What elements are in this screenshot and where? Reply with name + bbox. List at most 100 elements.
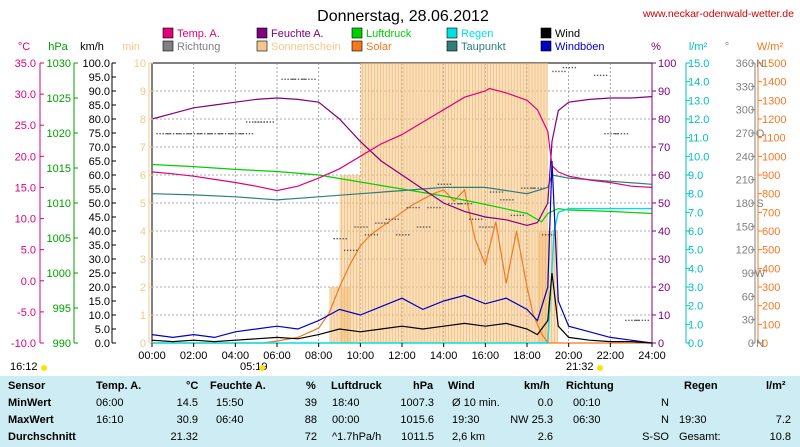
sun-marker — [259, 365, 265, 371]
direction-point — [531, 187, 533, 189]
y-axis-tick-label: 20.0 — [15, 151, 36, 163]
direction-point — [492, 191, 495, 193]
direction-point — [343, 249, 346, 252]
y-axis-tick-label: 55.0 — [89, 184, 110, 196]
direction-point — [533, 187, 535, 189]
y-axis-tick-label: 9 — [140, 86, 146, 98]
direction-point — [373, 234, 376, 236]
direction-point — [252, 121, 254, 123]
summary-cell: 00:00 — [332, 414, 360, 426]
axis-unit-label: ° — [725, 41, 729, 53]
y-axis-tick-label: 2.0 — [688, 301, 703, 313]
direction-point — [637, 319, 639, 322]
y-axis-tick-label: 60.0 — [89, 170, 110, 182]
y-axis-tick-label: 150 — [736, 221, 754, 233]
direction-point — [467, 203, 469, 205]
y-axis-tick-label: 1030 — [47, 58, 71, 70]
direction-point — [647, 319, 649, 322]
direction-point — [464, 203, 466, 205]
y-axis-tick-label: 0.0 — [95, 338, 110, 350]
sunshine-bar — [422, 63, 444, 343]
axis-unit-label: W/m² — [757, 41, 784, 53]
direction-point — [336, 238, 338, 240]
direction-point — [540, 187, 542, 189]
direction-point — [210, 133, 212, 135]
legend-label: Richtung — [177, 41, 220, 53]
direction-point — [269, 121, 271, 123]
x-axis-ticks: 00:00 02:00 04:00 06:00 08:00 10:00 12:00 14:00… — [138, 343, 666, 362]
y-axis-tick-label: 90 — [658, 86, 670, 98]
legend-swatch — [162, 40, 174, 52]
direction-point — [510, 214, 512, 217]
direction-point — [474, 218, 477, 220]
direction-point — [189, 133, 191, 135]
direction-point — [207, 133, 209, 135]
y-axis-tick-label: 80.0 — [89, 114, 110, 126]
direction-point — [485, 226, 487, 228]
y-axis-tick-label: 1.0 — [688, 319, 703, 331]
summary-cell: 72 — [304, 431, 317, 443]
direction-point — [616, 133, 618, 135]
direction-point — [457, 203, 459, 205]
summary-cell: NW 25.3 — [510, 414, 553, 426]
y-axis-tick-label: 3 — [140, 254, 146, 266]
summary-row-label: MaxWert — [8, 414, 54, 426]
y-axis-tick-label: 45.0 — [89, 212, 110, 224]
direction-point — [193, 133, 196, 135]
legend-label: Regen — [461, 28, 493, 40]
summary-header-cell: km/h — [524, 380, 550, 392]
direction-point — [376, 234, 379, 236]
direction-point — [266, 121, 268, 123]
site-url[interactable]: www.neckar-odenwald-wetter.de — [642, 8, 794, 20]
summary-table: Sensor Temp. A. °C Feuchte A.% Luftdruck hPa W… — [0, 376, 800, 447]
y-axis-tick-label: 15.0 — [89, 296, 110, 308]
x-axis-tick-label: 24:00 — [638, 350, 666, 362]
direction-point — [214, 133, 216, 135]
direction-point — [391, 218, 393, 220]
legend-label: Solar — [366, 41, 392, 53]
direction-point — [314, 78, 316, 80]
direction-point — [199, 133, 202, 135]
y-axis-tick-label: 600 — [762, 226, 780, 238]
y-axis-tick-label: 0 — [762, 338, 768, 350]
direction-point — [628, 319, 630, 322]
y-axis-tick-label: 60 — [658, 170, 670, 182]
direction-point — [568, 66, 571, 69]
sunshine-bars — [329, 63, 559, 343]
direction-point — [593, 74, 596, 77]
direction-point — [387, 222, 389, 224]
direction-point — [503, 199, 505, 201]
direction-point — [489, 191, 492, 193]
direction-point — [366, 226, 368, 228]
direction-point — [272, 121, 274, 123]
y-axis-tick-label: 1015 — [47, 163, 71, 175]
direction-point — [354, 226, 356, 228]
legend-swatch — [540, 27, 552, 39]
direction-point — [519, 214, 521, 217]
summary-cell: 30.9 — [176, 414, 198, 426]
direction-point — [294, 78, 297, 80]
direction-point — [352, 249, 355, 252]
direction-point — [427, 206, 429, 209]
y-axis-tick-label: 5.0 — [95, 324, 110, 336]
legend-label: Wind — [555, 28, 580, 40]
direction-point — [166, 133, 169, 135]
y-axis-tick-label: 8.0 — [688, 189, 703, 201]
direction-point — [290, 78, 292, 80]
y-axis-tick-label: 500 — [762, 245, 780, 257]
summary-header-cell: Regen — [684, 380, 718, 392]
direction-point — [537, 187, 539, 189]
direction-point — [357, 226, 359, 228]
direction-point — [547, 234, 550, 236]
summary-cell: 06:00 — [96, 397, 124, 409]
direction-point — [522, 214, 524, 217]
y-axis-tick-label: 12.0 — [688, 114, 709, 126]
summary-header-cell: °C — [186, 380, 199, 392]
y-axis-tick-label: 360 — [736, 58, 754, 70]
direction-point — [224, 133, 227, 135]
y-axis-tick-label: 1010 — [47, 198, 71, 210]
x-axis-tick-label: 04:00 — [222, 350, 250, 362]
direction-point — [196, 133, 199, 135]
x-axis-tick-label: 08:00 — [305, 350, 333, 362]
direction-point — [439, 206, 441, 209]
